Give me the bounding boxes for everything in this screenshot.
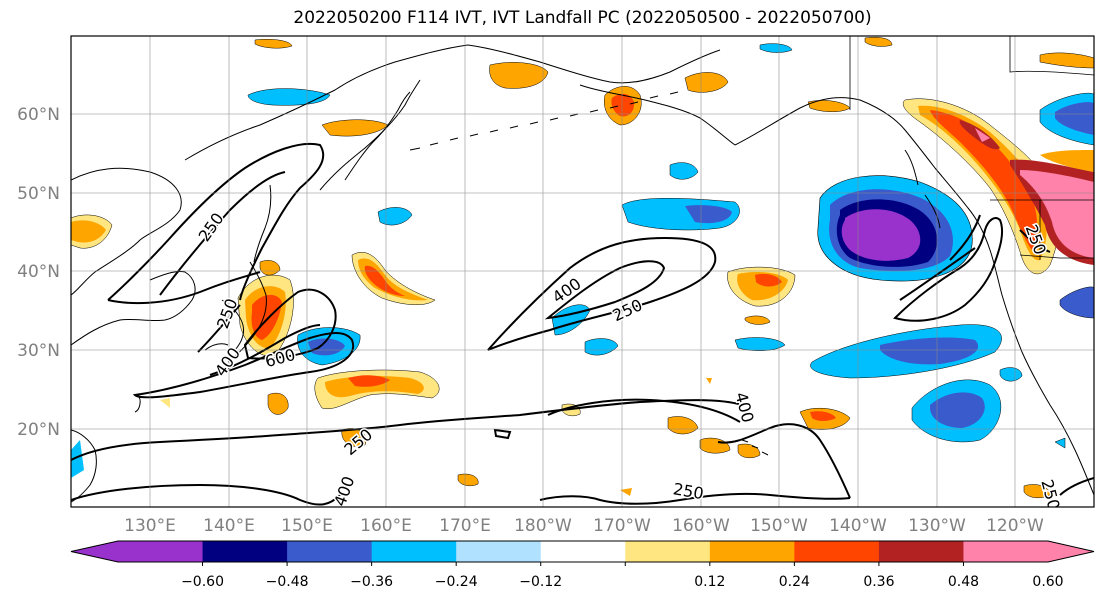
map-title: 2022050200 F114 IVT, IVT Landfall PC (20… — [293, 8, 872, 28]
lon-label: 130°E — [124, 516, 176, 536]
lon-label: 130°W — [908, 516, 966, 536]
map-frame — [70, 35, 1095, 508]
lat-label: 60°N — [17, 105, 60, 125]
colorbar-segment — [878, 541, 964, 562]
contour-label: 600 — [263, 345, 297, 371]
lat-label: 20°N — [17, 420, 60, 440]
colorbar-tick-label: −0.36 — [350, 574, 393, 590]
colorbar-segment — [371, 541, 457, 562]
lon-label: 160°E — [360, 516, 412, 536]
colorbar-tick-label: −0.12 — [519, 574, 562, 590]
colorbar-tick-label: −0.48 — [266, 574, 309, 590]
positive-anomaly-shading — [71, 37, 1094, 499]
gridlines — [71, 36, 1094, 507]
colorbar-segment — [625, 541, 711, 562]
colorbar-extend-high — [1048, 541, 1094, 562]
colorbar-segment — [794, 541, 880, 562]
colorbar-segment — [118, 541, 204, 562]
colorbar-tick-label: 0.24 — [779, 574, 810, 590]
lon-label: 170°E — [439, 516, 491, 536]
political-boundaries — [849, 36, 1094, 260]
lat-label: 40°N — [17, 262, 60, 282]
lon-label: 140°E — [203, 516, 255, 536]
lat-label: 50°N — [17, 184, 60, 204]
lon-label: 150°E — [281, 516, 333, 536]
colorbar-tick-label: −0.60 — [181, 574, 224, 590]
coastlines — [71, 44, 1094, 503]
contour-label: 250 — [672, 479, 705, 503]
colorbar-segment — [540, 541, 626, 562]
lon-label: 140°W — [829, 516, 887, 536]
colorbar-segment — [456, 541, 542, 562]
lat-label: 30°N — [17, 341, 60, 361]
colorbar-tick-label: 0.60 — [1032, 574, 1063, 590]
colorbar-segment — [709, 541, 795, 562]
colorbar — [70, 540, 1095, 566]
colorbar-segment — [287, 541, 373, 562]
colorbar-segment — [963, 541, 1049, 562]
colorbar-tick-label: 0.36 — [863, 574, 894, 590]
colorbar-tick-label: −0.24 — [435, 574, 478, 590]
lon-label: 170°W — [593, 516, 651, 536]
colorbar-outline — [70, 540, 1095, 563]
lon-label: 120°W — [986, 516, 1044, 536]
lon-label: 180°W — [514, 516, 572, 536]
colorbar-extend-low — [71, 541, 118, 562]
colorbar-tick-label: 0.12 — [694, 574, 725, 590]
colorbar-segment — [202, 541, 288, 562]
colorbar-tick-label: 0.48 — [948, 574, 979, 590]
lon-label: 160°W — [672, 516, 730, 536]
lon-label: 150°W — [750, 516, 808, 536]
